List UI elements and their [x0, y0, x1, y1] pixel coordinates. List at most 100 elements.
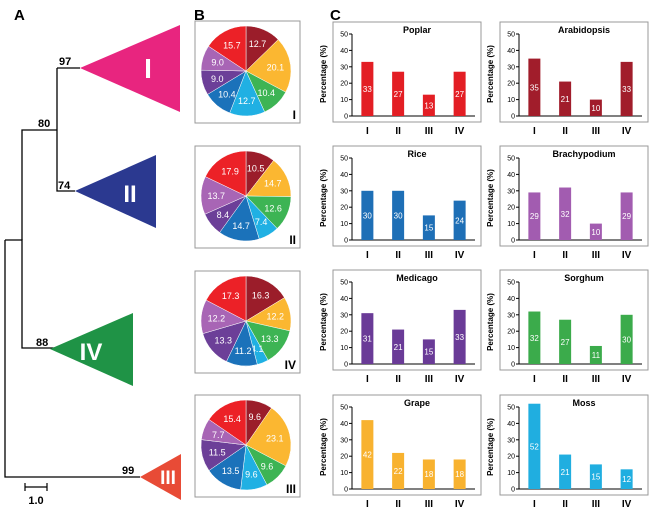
pie-slice — [205, 150, 247, 197]
support-value-internal: 80 — [38, 118, 50, 130]
pie-slice-label: 11.2 — [235, 346, 252, 356]
y-tick-label: 0 — [344, 487, 348, 494]
x-tick-label: III — [425, 499, 434, 510]
y-tick-label: 0 — [511, 362, 515, 369]
x-tick-label: IV — [455, 499, 465, 510]
y-tick-label: 10 — [340, 221, 348, 228]
x-tick-label: IV — [622, 374, 632, 385]
bar-value-label: 33 — [363, 85, 372, 94]
pie-slice-label: 13.3 — [261, 334, 279, 344]
y-tick-label: 50 — [507, 156, 515, 163]
pie-slice-label: 7.7 — [212, 430, 225, 440]
bar-value-label: 15 — [424, 224, 433, 233]
bar-value-label: 21 — [561, 95, 570, 104]
pie-slice-label: 9.0 — [211, 58, 224, 68]
bar-value-label: 30 — [394, 211, 403, 220]
bar-value-label: 18 — [455, 470, 464, 479]
support-value-clade-iii: 99 — [122, 465, 134, 477]
bar-value-label: 33 — [455, 333, 464, 342]
pie-chart: 16.312.213.34.111.213.312.217.3 — [200, 275, 292, 367]
y-axis-label: Percentage (%) — [319, 293, 328, 351]
x-tick-label: III — [592, 374, 601, 385]
x-tick-label: IV — [455, 374, 465, 385]
chart-title: Arabidopsis — [558, 25, 610, 35]
pie-slice — [245, 407, 292, 467]
bar-value-label: 10 — [591, 104, 600, 113]
x-tick-label: I — [533, 250, 536, 261]
y-tick-label: 20 — [507, 329, 515, 336]
x-tick-label: III — [425, 126, 434, 137]
bar — [620, 192, 633, 240]
bar-chart: 0 10 20 30 40 50 Percentage (%) Arabidopsis 35 I 2… — [486, 21, 649, 137]
bar — [559, 81, 572, 116]
y-tick-label: 10 — [340, 97, 348, 104]
y-tick-label: 0 — [344, 238, 348, 245]
pie-slice-label: 10.4 — [258, 88, 276, 98]
bar-value-label: 21 — [561, 468, 570, 477]
bar — [422, 339, 435, 364]
bar-value-label: 29 — [530, 212, 539, 221]
bar-value-label: 31 — [363, 335, 372, 344]
pie-slice-label: 23.1 — [266, 433, 284, 443]
y-tick-label: 50 — [340, 32, 348, 39]
pie-slice — [208, 399, 247, 446]
bar-chart: 0 10 20 30 40 50 Percentage (%) Rice 30 I 30 II 15 II… — [319, 145, 482, 261]
x-tick-label: II — [562, 126, 568, 137]
bar — [422, 459, 435, 489]
pie-slice-label: 16.3 — [252, 291, 270, 301]
bar-chart: 0 10 20 30 40 50 Percentage (%) Poplar 33 I 27 II 13… — [319, 21, 482, 137]
bar — [361, 190, 374, 240]
y-tick-label: 50 — [507, 32, 515, 39]
bar-value-label: 30 — [363, 211, 372, 220]
x-tick-label: IV — [455, 250, 465, 261]
pie-slice-label: 12.2 — [267, 312, 285, 322]
x-tick-label: II — [395, 374, 401, 385]
x-tick-label: II — [395, 499, 401, 510]
y-tick-label: 0 — [511, 238, 515, 245]
panel-b-label: B — [194, 7, 205, 24]
tree-branch — [21, 129, 57, 240]
pie-slice-label: 15.4 — [223, 414, 241, 424]
y-tick-label: 0 — [344, 114, 348, 121]
x-tick-label: III — [592, 126, 601, 137]
y-tick-label: 40 — [340, 296, 348, 303]
bar-value-label: 15 — [591, 473, 600, 482]
pie-slice-label: 7.4 — [255, 217, 268, 227]
bar — [620, 469, 633, 489]
y-tick-label: 10 — [507, 345, 515, 352]
y-tick-label: 10 — [507, 470, 515, 477]
x-tick-label: I — [366, 374, 369, 385]
pie-slice-label: 13.5 — [222, 466, 240, 476]
pie-group-label: I — [293, 108, 296, 122]
bar-value-label: 22 — [394, 467, 403, 476]
pie-slice-label: 12.2 — [208, 314, 226, 324]
x-tick-label: II — [562, 250, 568, 261]
clade-iv-triangle — [50, 313, 133, 386]
pie-slice-label: 9.6 — [261, 462, 274, 472]
scale-bar — [24, 483, 48, 491]
scale-bar-label: 1.0 — [28, 495, 43, 507]
bar — [361, 61, 374, 116]
chart-title: Poplar — [403, 25, 432, 35]
y-tick-label: 10 — [507, 221, 515, 228]
x-tick-label: I — [366, 250, 369, 261]
bar-chart: 0 10 20 30 40 50 Percentage (%) Moss 52 I 21 II 15 II… — [486, 394, 649, 510]
x-tick-label: II — [562, 374, 568, 385]
support-value-clade-iv: 88 — [36, 337, 48, 349]
y-tick-label: 20 — [507, 81, 515, 88]
bar — [589, 345, 602, 364]
pie-slice-label: 14.7 — [232, 221, 250, 231]
bar-value-label: 29 — [622, 212, 631, 221]
bar — [422, 215, 435, 240]
pie-slice-label: 10.5 — [247, 163, 265, 173]
bar-value-label: 32 — [561, 210, 570, 219]
bar — [453, 71, 466, 116]
y-tick-label: 20 — [507, 454, 515, 461]
bar-value-label: 30 — [622, 335, 631, 344]
pie-slice — [245, 39, 292, 93]
support-value-clade-i: 97 — [59, 56, 71, 68]
x-tick-label: II — [395, 250, 401, 261]
y-axis-label: Percentage (%) — [319, 418, 328, 476]
bar — [392, 190, 405, 240]
